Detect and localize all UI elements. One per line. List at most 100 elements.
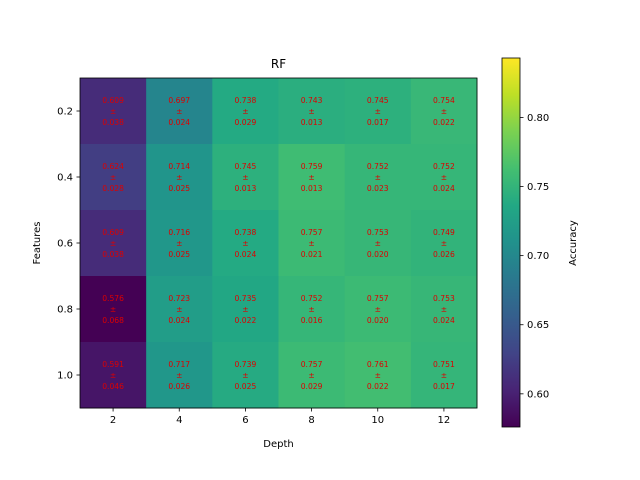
heatmap-cell [410, 342, 478, 409]
colorbar-tick-label: 0.65 [527, 320, 549, 331]
colorbar-tick-label: 0.70 [527, 251, 549, 262]
cell-pm-label: ± [375, 305, 381, 314]
cell-value-label: 0.745 [367, 96, 389, 105]
cell-value-label: 0.624 [102, 162, 124, 171]
heatmap-cell [344, 78, 412, 145]
colorbar-ticks: 0.60 0.65 0.70 0.75 0.80 [520, 113, 549, 400]
x-tick-label: 12 [438, 415, 451, 426]
cell-error-label: 0.025 [168, 250, 190, 259]
cell-error-label: 0.020 [367, 316, 389, 325]
cell-pm-label: ± [110, 173, 116, 182]
cell-error-label: 0.026 [433, 250, 455, 259]
cell-error-label: 0.024 [433, 316, 455, 325]
y-tick-label: 0.2 [57, 107, 73, 118]
heatmap-cell [80, 78, 147, 145]
cell-pm-label: ± [176, 173, 182, 182]
cell-pm-label: ± [110, 305, 116, 314]
colorbar-tick-label: 0.75 [527, 182, 549, 193]
cell-value-label: 0.609 [102, 96, 124, 105]
cell-pm-label: ± [441, 107, 447, 116]
heatmap-cell [278, 276, 346, 343]
heatmap-cell [410, 210, 478, 277]
cell-value-label: 0.754 [433, 96, 455, 105]
cell-error-label: 0.022 [235, 316, 257, 325]
cell-error-label: 0.046 [102, 382, 124, 391]
heatmap-cell [146, 78, 213, 145]
colorbar-label: Accuracy [568, 220, 579, 266]
cell-error-label: 0.024 [235, 250, 257, 259]
cell-error-label: 0.029 [301, 382, 323, 391]
x-axis: 2 4 6 8 10 12 [110, 408, 450, 426]
heatmap-cell [80, 144, 147, 211]
heatmap-cell [278, 144, 346, 211]
cell-value-label: 0.753 [367, 228, 389, 237]
x-axis-label: Depth [263, 439, 293, 450]
x-tick-label: 8 [308, 415, 314, 426]
cell-error-label: 0.017 [433, 382, 455, 391]
cell-value-label: 0.751 [433, 360, 455, 369]
cell-pm-label: ± [242, 239, 248, 248]
cell-pm-label: ± [242, 371, 248, 380]
colorbar-tick-label: 0.80 [527, 113, 549, 124]
heatmap-cell [212, 210, 279, 277]
cell-value-label: 0.759 [301, 162, 323, 171]
heatmap-cell [410, 144, 478, 211]
cell-value-label: 0.697 [168, 96, 190, 105]
x-tick-label: 6 [242, 415, 248, 426]
cell-pm-label: ± [176, 305, 182, 314]
cell-value-label: 0.717 [168, 360, 190, 369]
cell-error-label: 0.038 [102, 250, 124, 259]
cell-value-label: 0.749 [433, 228, 455, 237]
colorbar-tick-label: 0.60 [527, 389, 549, 400]
cell-value-label: 0.609 [102, 228, 124, 237]
cell-pm-label: ± [242, 305, 248, 314]
cell-pm-label: ± [308, 173, 314, 182]
y-tick-label: 0.6 [57, 239, 73, 250]
cell-pm-label: ± [441, 305, 447, 314]
cell-error-label: 0.013 [301, 184, 323, 193]
cell-value-label: 0.761 [367, 360, 389, 369]
cell-error-label: 0.021 [301, 250, 323, 259]
cell-pm-label: ± [308, 107, 314, 116]
cell-value-label: 0.757 [301, 228, 323, 237]
cell-error-label: 0.022 [433, 118, 455, 127]
heatmap-cell [344, 276, 412, 343]
cell-value-label: 0.752 [433, 162, 455, 171]
cell-pm-label: ± [176, 239, 182, 248]
heatmap-cell [146, 144, 213, 211]
y-tick-label: 1.0 [57, 371, 73, 382]
cell-error-label: 0.013 [301, 118, 323, 127]
y-axis-label: Features [32, 222, 43, 265]
cell-error-label: 0.038 [102, 118, 124, 127]
cell-value-label: 0.753 [433, 294, 455, 303]
cell-pm-label: ± [176, 371, 182, 380]
cell-pm-label: ± [176, 107, 182, 116]
cell-pm-label: ± [110, 107, 116, 116]
cell-error-label: 0.022 [367, 382, 389, 391]
cell-error-label: 0.013 [235, 184, 257, 193]
cell-pm-label: ± [375, 239, 381, 248]
cell-error-label: 0.024 [433, 184, 455, 193]
cell-error-label: 0.068 [102, 316, 124, 325]
heatmap-cell [344, 342, 412, 409]
x-tick-label: 10 [371, 415, 384, 426]
cell-error-label: 0.020 [367, 250, 389, 259]
cell-pm-label: ± [441, 173, 447, 182]
heatmap-cell [212, 276, 279, 343]
cell-error-label: 0.028 [102, 184, 124, 193]
colorbar [501, 57, 521, 428]
heatmap-cell [278, 78, 346, 145]
cell-value-label: 0.716 [168, 228, 190, 237]
cell-value-label: 0.757 [301, 360, 323, 369]
cell-pm-label: ± [441, 371, 447, 380]
cell-value-label: 0.738 [235, 228, 257, 237]
cell-value-label: 0.743 [301, 96, 323, 105]
cell-value-label: 0.757 [367, 294, 389, 303]
cell-pm-label: ± [441, 239, 447, 248]
cell-value-label: 0.576 [102, 294, 124, 303]
heatmap-cells: 0.609 ±0.038 0.697 ±0.024 0.738 ±0.029 0.743 ±0… [80, 78, 478, 409]
cell-pm-label: ± [242, 107, 248, 116]
cell-error-label: 0.025 [168, 184, 190, 193]
heatmap-cell [410, 276, 478, 343]
